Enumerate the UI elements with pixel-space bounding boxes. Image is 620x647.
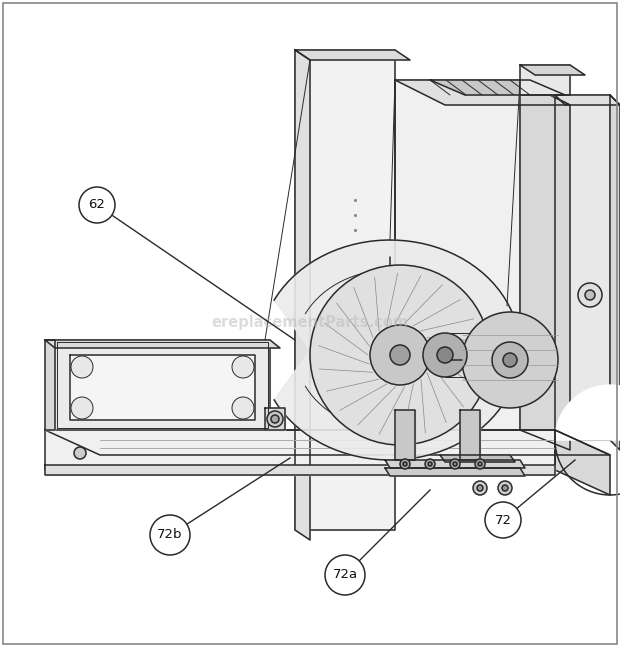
Polygon shape: [295, 50, 395, 530]
Circle shape: [390, 345, 410, 365]
Circle shape: [400, 459, 410, 469]
Polygon shape: [45, 465, 555, 475]
Polygon shape: [45, 340, 55, 430]
Circle shape: [403, 462, 407, 466]
Circle shape: [450, 459, 460, 469]
Text: 72a: 72a: [332, 569, 358, 582]
Circle shape: [462, 312, 558, 408]
Polygon shape: [385, 468, 525, 476]
Circle shape: [150, 515, 190, 555]
Polygon shape: [555, 430, 610, 495]
Text: 62: 62: [89, 199, 105, 212]
Circle shape: [423, 333, 467, 377]
Circle shape: [267, 411, 283, 427]
Circle shape: [310, 265, 490, 445]
Polygon shape: [70, 355, 255, 420]
Circle shape: [585, 290, 595, 300]
Polygon shape: [460, 410, 480, 460]
Circle shape: [71, 356, 93, 378]
Polygon shape: [555, 95, 620, 105]
Circle shape: [271, 415, 279, 423]
Circle shape: [578, 283, 602, 307]
Polygon shape: [520, 80, 570, 450]
Polygon shape: [274, 240, 520, 460]
Polygon shape: [45, 340, 280, 348]
Polygon shape: [610, 95, 620, 450]
Polygon shape: [395, 80, 520, 430]
Circle shape: [453, 462, 457, 466]
Polygon shape: [520, 65, 570, 95]
Polygon shape: [395, 80, 570, 105]
Circle shape: [492, 342, 528, 378]
Polygon shape: [430, 80, 565, 95]
Polygon shape: [45, 430, 610, 455]
Polygon shape: [440, 455, 515, 462]
Circle shape: [79, 187, 115, 223]
Polygon shape: [555, 95, 610, 440]
Circle shape: [437, 347, 453, 363]
Polygon shape: [395, 410, 415, 460]
Circle shape: [502, 485, 508, 491]
Polygon shape: [295, 50, 410, 60]
Polygon shape: [295, 50, 310, 540]
Circle shape: [71, 397, 93, 419]
Text: ereplacementParts.com: ereplacementParts.com: [211, 316, 409, 331]
Circle shape: [232, 397, 254, 419]
Circle shape: [425, 459, 435, 469]
Circle shape: [74, 447, 86, 459]
Text: 72b: 72b: [157, 529, 183, 542]
Polygon shape: [55, 340, 270, 430]
Circle shape: [478, 462, 482, 466]
Circle shape: [428, 462, 432, 466]
Polygon shape: [265, 408, 285, 430]
Circle shape: [475, 459, 485, 469]
Circle shape: [485, 502, 521, 538]
Circle shape: [473, 481, 487, 495]
Circle shape: [325, 555, 365, 595]
Polygon shape: [385, 460, 525, 468]
Polygon shape: [555, 385, 620, 440]
Polygon shape: [520, 65, 585, 75]
Circle shape: [503, 353, 517, 367]
Circle shape: [370, 325, 430, 385]
Circle shape: [477, 485, 483, 491]
Circle shape: [498, 481, 512, 495]
Text: 72: 72: [495, 514, 512, 527]
Circle shape: [232, 356, 254, 378]
Polygon shape: [45, 430, 555, 470]
